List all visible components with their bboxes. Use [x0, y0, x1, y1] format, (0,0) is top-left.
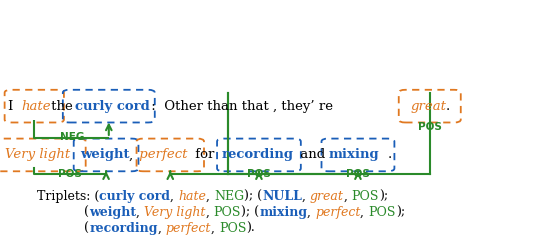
Text: for: for [191, 148, 219, 162]
Text: );: ); [379, 190, 388, 203]
Text: curly cord: curly cord [75, 100, 149, 113]
Text: ,: , [361, 206, 368, 219]
Text: recording: recording [89, 222, 158, 235]
Text: );: ); [395, 206, 405, 219]
Text: POS: POS [219, 222, 246, 235]
Text: ,: , [128, 148, 133, 162]
Text: POS: POS [418, 122, 442, 132]
Text: NEG: NEG [60, 132, 84, 142]
Text: I: I [7, 100, 13, 113]
Text: ); (: ); ( [241, 206, 259, 219]
Text: ,: , [206, 206, 214, 219]
Text: mixing: mixing [329, 148, 379, 162]
Text: ,: , [307, 206, 315, 219]
Text: ,: , [344, 190, 352, 203]
Text: .: . [387, 148, 392, 162]
Text: weight: weight [89, 206, 137, 219]
Text: hate: hate [178, 190, 206, 203]
Text: hate: hate [22, 100, 51, 113]
Text: POS: POS [346, 169, 370, 179]
Text: ,: , [170, 190, 178, 203]
Text: (: ( [84, 222, 89, 235]
Text: mixing: mixing [259, 206, 307, 219]
Text: perfect: perfect [315, 206, 361, 219]
Text: ,: , [302, 190, 310, 203]
Text: :: : [147, 100, 160, 113]
Text: ,: , [211, 222, 219, 235]
Text: perfect: perfect [166, 222, 211, 235]
Text: POS: POS [352, 190, 379, 203]
Text: NEG: NEG [214, 190, 244, 203]
Text: curly cord: curly cord [100, 190, 170, 203]
Text: POS: POS [368, 206, 395, 219]
Text: ,: , [206, 190, 214, 203]
Text: Triplets: (: Triplets: ( [37, 190, 100, 203]
Text: great: great [310, 190, 344, 203]
Text: ).: ). [246, 222, 255, 235]
Text: Very light: Very light [5, 148, 71, 162]
Text: great: great [410, 100, 446, 113]
Text: ,: , [137, 206, 144, 219]
Text: NULL: NULL [262, 190, 302, 203]
Text: (: ( [84, 206, 89, 219]
Text: POS: POS [58, 169, 82, 179]
Text: .: . [446, 100, 450, 113]
Text: perfect: perfect [135, 148, 188, 162]
Text: and: and [296, 148, 330, 162]
Text: Other than that , they’ re: Other than that , they’ re [160, 100, 338, 113]
Text: ,: , [158, 222, 166, 235]
Text: POS: POS [214, 206, 241, 219]
Text: the: the [47, 100, 77, 113]
Text: Very light: Very light [144, 206, 206, 219]
Text: recording: recording [222, 148, 294, 162]
Text: weight: weight [81, 148, 130, 162]
Text: POS: POS [247, 169, 271, 179]
Text: ); (: ); ( [244, 190, 262, 203]
